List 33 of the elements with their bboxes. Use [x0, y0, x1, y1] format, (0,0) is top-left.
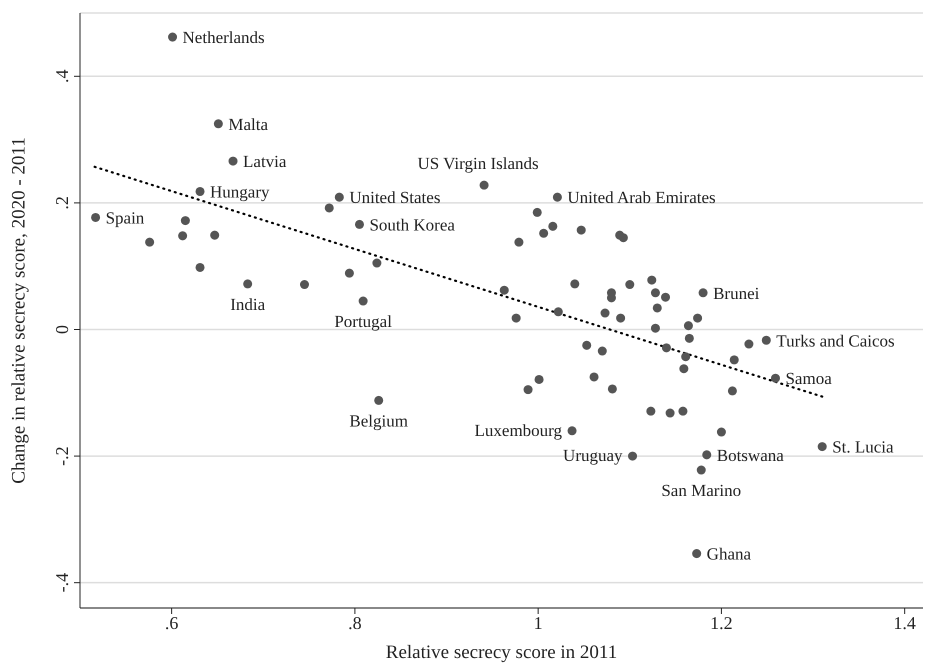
y-tick-label: -.4: [52, 572, 72, 592]
annotation: Botswana: [716, 446, 784, 465]
annotation: Portugal: [334, 312, 392, 332]
x-tick-label: 1: [534, 612, 543, 633]
annotation: Spain: [106, 208, 145, 228]
y-tick-label: 0: [52, 324, 72, 334]
y-tick-label: .4: [52, 70, 72, 84]
annotation: Belgium: [349, 411, 408, 430]
annotation: Uruguay: [563, 446, 624, 466]
annotation: South Korea: [369, 215, 456, 234]
annotation: St. Lucia: [832, 438, 894, 457]
annotation: Ghana: [706, 544, 752, 564]
annotation: Netherlands: [182, 28, 265, 48]
annotation: Turks and Caicos: [776, 331, 895, 350]
annotation: United Arab Emirates: [567, 188, 716, 208]
annotation: Latvia: [243, 152, 287, 172]
x-tick-label: 1.2: [710, 612, 733, 633]
x-tick-label: 1.4: [893, 612, 916, 633]
y-axis-title: Change in relative secrecy score, 2020 - 2011: [8, 137, 30, 484]
annotation: San Marino: [661, 481, 742, 500]
annotation: US Virgin Islands: [418, 154, 539, 174]
x-tick-label: .6: [164, 612, 178, 633]
x-tick-label: .8: [348, 612, 362, 633]
annotation: Hungary: [210, 182, 270, 202]
annotation: Samoa: [785, 369, 832, 388]
annotation: India: [230, 294, 266, 314]
annotation: Brunei: [713, 284, 760, 303]
x-axis-title: Relative secrecy score in 2011: [386, 642, 618, 663]
y-tick-label: .2: [52, 196, 72, 210]
y-tick-label: -.2: [52, 446, 72, 466]
annotation: Luxembourg: [474, 420, 563, 440]
annotation: Malta: [228, 114, 268, 134]
annotation: United States: [349, 188, 440, 208]
